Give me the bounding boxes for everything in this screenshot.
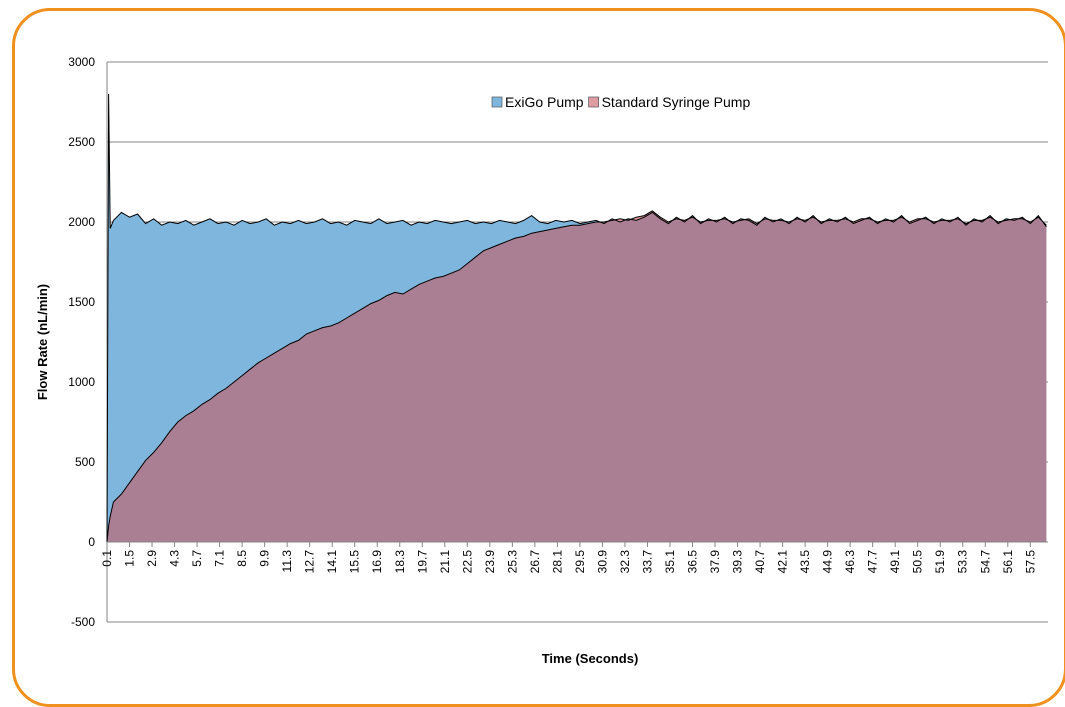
y-tick-label: 2000	[68, 215, 95, 229]
x-tick-label: 47.7	[866, 550, 880, 574]
y-tick-label: 500	[75, 455, 95, 469]
x-tick-label: 50.5	[911, 550, 925, 574]
x-tick-label: 4.3	[168, 550, 182, 567]
y-tick-label: 2500	[68, 135, 95, 149]
x-tick-label: 19.7	[415, 550, 429, 574]
x-tick-label: 5.7	[190, 550, 204, 567]
x-tick-label: 28.1	[550, 550, 564, 574]
x-tick-label: 1.5	[123, 550, 137, 567]
x-tick-label: 16.9	[370, 550, 384, 574]
area-line	[106, 210, 1047, 543]
x-tick-label: 54.7	[978, 550, 992, 574]
x-tick-label: 26.7	[528, 550, 542, 574]
x-tick-label: 43.5	[798, 550, 812, 574]
x-tick-label: 40.7	[753, 550, 767, 574]
x-tick-label: 49.1	[888, 550, 902, 574]
x-tick-label: 46.3	[843, 550, 857, 574]
x-tick-label: 35.1	[663, 550, 677, 574]
x-tick-label: 2.9	[145, 550, 159, 567]
x-tick-label: 0.1	[100, 550, 114, 567]
x-tick-label: 15.5	[348, 550, 362, 574]
x-tick-label: 14.1	[325, 550, 339, 574]
x-tick-label: 11.3	[280, 550, 294, 573]
legend-swatch	[588, 96, 599, 108]
area	[107, 210, 1047, 543]
x-tick-label: 21.1	[438, 550, 452, 574]
y-tick-label: 1500	[68, 295, 95, 309]
legend-swatch	[491, 96, 503, 108]
x-tick-label: 32.3	[618, 550, 632, 574]
y-tick-label: -500	[71, 615, 95, 629]
x-tick-label: 42.1	[776, 550, 790, 574]
x-tick-label: 56.1	[1001, 550, 1015, 574]
x-axis-label: Time (Seconds)	[542, 651, 639, 666]
x-tick-label: 51.9	[933, 550, 947, 574]
x-tick-label: 18.3	[393, 550, 407, 574]
x-tick-label: 22.5	[460, 550, 474, 574]
x-tick-label: 33.7	[640, 550, 654, 574]
y-tick-label: 0	[88, 535, 95, 549]
x-tick-label: 57.5	[1023, 550, 1037, 574]
x-tick-label: 12.7	[303, 550, 317, 574]
x-tick-label: 29.5	[573, 550, 587, 574]
y-tick-label: 3000	[68, 55, 95, 69]
x-tick-label: 44.9	[821, 550, 835, 574]
x-tick-label: 37.9	[708, 550, 722, 574]
x-tick-label: 9.9	[258, 550, 272, 567]
x-tick-label: 36.5	[686, 550, 700, 574]
x-tick-label: 53.3	[956, 550, 970, 574]
x-tick-label: 30.9	[595, 550, 609, 574]
area-line	[106, 93, 1047, 543]
y-tick-label: 1000	[68, 375, 95, 389]
legend-label: ExiGo Pump	[505, 94, 584, 110]
y-axis-label: Flow Rate (nL/min)	[35, 284, 50, 400]
x-tick-label: 39.3	[731, 550, 745, 574]
legend-label: Standard Syringe Pump	[602, 94, 751, 110]
x-tick-label: 25.3	[505, 550, 519, 574]
x-tick-label: 7.1	[213, 550, 227, 567]
x-tick-label: 23.9	[483, 550, 497, 574]
x-tick-label: 8.5	[235, 550, 249, 567]
